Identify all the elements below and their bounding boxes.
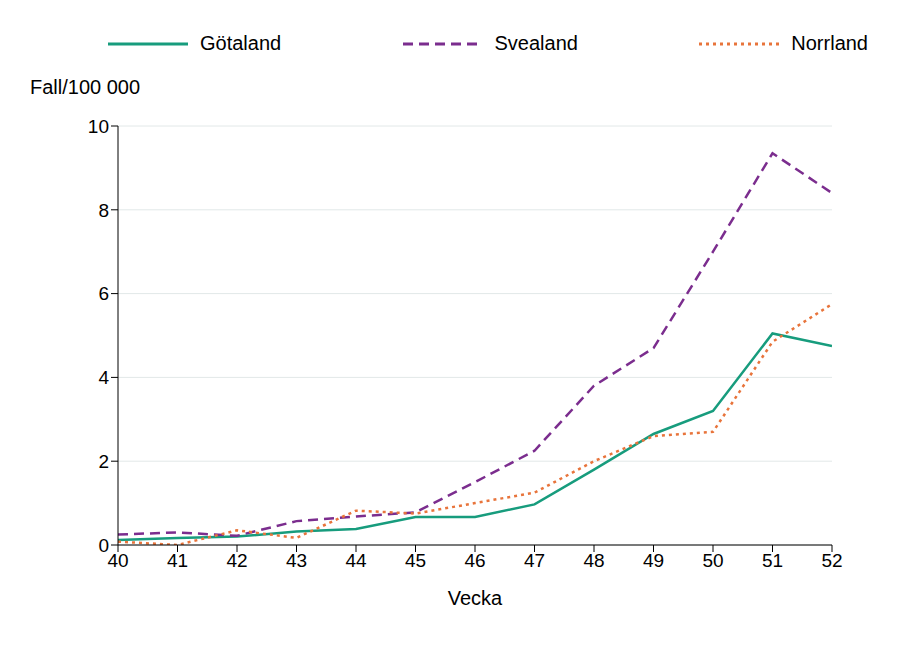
- svg-text:48: 48: [583, 550, 604, 571]
- svg-text:45: 45: [405, 550, 426, 571]
- html-text:Fall/100 000: Fall/100 000: [30, 76, 141, 98]
- svg-text:40: 40: [107, 550, 128, 571]
- svg-text:52: 52: [821, 550, 842, 571]
- html-text:Svealand: Svealand: [494, 32, 578, 54]
- svg-text:10: 10: [88, 116, 109, 137]
- svg-text:8: 8: [98, 200, 109, 221]
- svg-text:49: 49: [643, 550, 664, 571]
- svg-text:Vecka: Vecka: [448, 587, 503, 609]
- html-text:Götaland: Götaland: [200, 32, 282, 54]
- svg-text:6: 6: [98, 283, 109, 304]
- svg-text:2: 2: [98, 451, 109, 472]
- svg-text:4: 4: [98, 367, 109, 388]
- svg-text:42: 42: [226, 550, 247, 571]
- svg-text:51: 51: [762, 550, 783, 571]
- svg-text:41: 41: [167, 550, 188, 571]
- svg-text:46: 46: [464, 550, 485, 571]
- svg-text:50: 50: [702, 550, 723, 571]
- svg-text:47: 47: [524, 550, 545, 571]
- svg-text:44: 44: [345, 550, 367, 571]
- svg-text:0: 0: [98, 535, 109, 556]
- svg-text:43: 43: [286, 550, 307, 571]
- html-text:Norrland: Norrland: [791, 32, 868, 54]
